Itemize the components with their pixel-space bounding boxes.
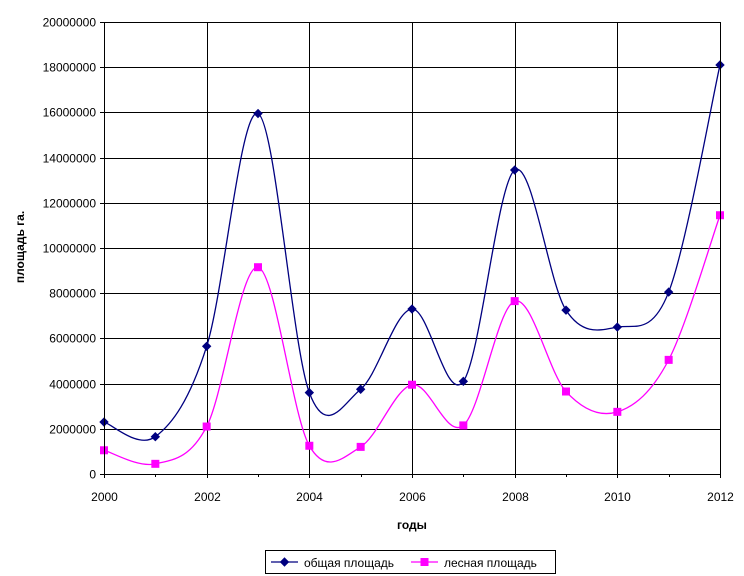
- x-axis-title: годы: [397, 518, 427, 532]
- legend-item-total-area: [271, 557, 298, 567]
- legend-box: [265, 550, 556, 574]
- x-tick-label: 2002: [194, 490, 221, 504]
- y-tick-label: 4000000: [49, 378, 96, 392]
- y-tick-label: 20000000: [43, 16, 97, 30]
- x-tick-label: 2004: [296, 490, 323, 504]
- data-point-forest-area: [459, 421, 468, 430]
- y-tick-label: 18000000: [43, 61, 97, 75]
- data-point-forest-area: [202, 422, 211, 431]
- data-point-total-area: [150, 432, 161, 442]
- x-tick-label: 2006: [399, 490, 426, 504]
- data-point-total-area: [201, 341, 212, 352]
- y-tick-label: 6000000: [49, 332, 96, 346]
- data-point-total-area: [304, 387, 315, 398]
- plot-area-frame: [104, 22, 721, 475]
- data-point-forest-area: [613, 407, 622, 416]
- data-point-total-area: [561, 305, 571, 315]
- data-point-forest-area: [254, 263, 262, 272]
- data-point-total-area: [458, 376, 469, 387]
- data-point-forest-area: [664, 355, 673, 364]
- data-point-forest-area: [408, 380, 416, 389]
- x-tick-label: 2008: [502, 490, 529, 504]
- legend-label-forest-area: лесная площадь: [444, 556, 537, 570]
- data-point-total-area: [355, 384, 366, 394]
- y-tick-label: 14000000: [43, 152, 97, 166]
- data-point-total-area: [663, 287, 674, 297]
- data-point-total-area: [253, 108, 263, 119]
- y-tick-label: 2000000: [49, 423, 96, 437]
- data-point-forest-area: [305, 441, 314, 450]
- data-point-total-area: [407, 304, 417, 314]
- y-tick-label: 10000000: [43, 242, 97, 256]
- data-point-total-area: [509, 165, 520, 175]
- axes: 0 2000000 4000000 6000000 8000000 10000000 120…: [43, 16, 735, 505]
- y-tick-label: 16000000: [43, 106, 97, 120]
- legend: общая площадь лесная площадь: [265, 550, 556, 574]
- y-tick-label: 0: [89, 468, 96, 482]
- y-axis-title: площадь га.: [13, 211, 27, 283]
- legend-marker-total-area: [279, 557, 290, 567]
- series-markers: [99, 60, 725, 468]
- data-point-forest-area: [562, 387, 570, 396]
- data-point-forest-area: [510, 297, 519, 306]
- x-tick-label: 2010: [604, 490, 631, 504]
- x-tick-label: 2012: [707, 490, 734, 504]
- y-tick-label: 12000000: [43, 197, 97, 211]
- x-tick-label: 2000: [91, 490, 118, 504]
- legend-label-total-area: общая площадь: [304, 556, 394, 570]
- data-point-total-area: [612, 322, 623, 332]
- legend-marker-forest-area: [420, 558, 429, 566]
- legend-item-forest-area: [411, 558, 438, 566]
- data-point-forest-area: [356, 442, 365, 451]
- y-tick-label: 8000000: [49, 287, 96, 301]
- data-point-forest-area: [151, 459, 160, 468]
